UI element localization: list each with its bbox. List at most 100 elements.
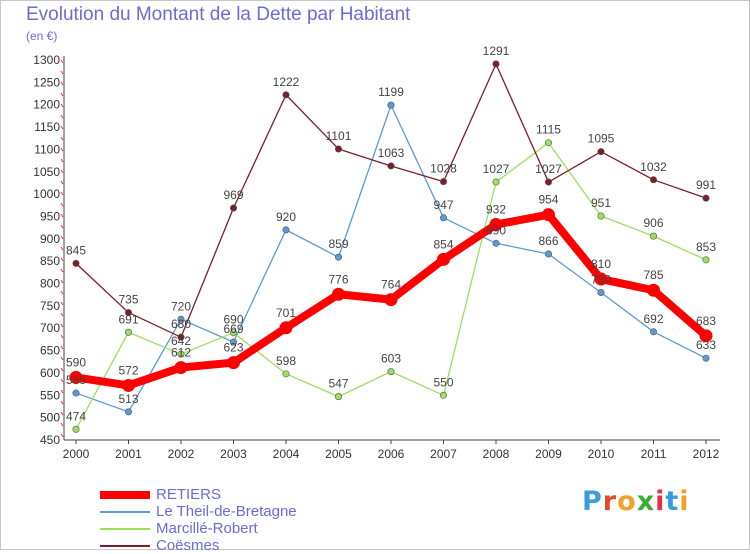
y-axis-tick-mark — [60, 422, 64, 427]
data-point — [177, 333, 185, 341]
y-axis-tick-mark — [60, 114, 64, 119]
y-tick-label: 1250 — [33, 75, 60, 89]
y-axis-tick-mark — [60, 125, 64, 130]
data-point — [597, 148, 605, 156]
data-point — [122, 378, 135, 392]
chart-value-labels: 590 572 612 623 701 776 764 854 932 954 810 785 683 5… — [66, 44, 716, 423]
chart-legend: RETIERS Le Theil-de-Bretagne Marcillé-Robe… — [100, 486, 297, 554]
y-tick-label: 900 — [40, 232, 60, 246]
y-axis-tick-mark — [60, 345, 64, 350]
y-tick-label: 750 — [40, 299, 60, 313]
data-point — [69, 370, 83, 384]
legend-label: Coësmes — [156, 536, 220, 554]
x-tick-label: 2002 — [168, 447, 195, 461]
y-axis-tick-mark — [60, 224, 64, 229]
data-label: 555 — [66, 373, 86, 387]
y-axis-tick-mark — [60, 191, 64, 196]
data-point — [439, 214, 447, 222]
data-label: 780 — [591, 272, 611, 286]
y-axis-tick-mark — [60, 356, 64, 361]
legend-swatch — [100, 490, 150, 499]
data-point — [279, 321, 293, 335]
data-point — [439, 178, 447, 186]
data-point — [72, 389, 80, 397]
y-axis-tick-mark — [60, 400, 64, 405]
data-label: 680 — [171, 317, 191, 331]
data-point — [387, 368, 395, 376]
data-point — [702, 354, 710, 362]
y-tick-label: 450 — [40, 433, 60, 447]
data-point — [282, 370, 290, 378]
x-tick-label: 2011 — [641, 447, 667, 461]
data-label: 810 — [591, 257, 611, 271]
logo-letter: i — [679, 486, 690, 517]
x-tick-label: 2001 — [115, 447, 142, 461]
y-tick-label: 800 — [40, 277, 60, 291]
data-label: 845 — [66, 243, 86, 257]
legend-swatch — [100, 527, 150, 530]
y-tick-label: 1100 — [34, 142, 60, 156]
y-axis-tick-mark — [60, 367, 64, 372]
x-tick-label: 2007 — [430, 447, 457, 461]
logo-letter: o — [617, 486, 637, 517]
data-point — [597, 212, 605, 220]
legend-swatch — [100, 544, 150, 547]
y-tick-label: 1050 — [33, 165, 60, 179]
data-label: 920 — [276, 210, 296, 224]
data-label: 642 — [171, 334, 191, 348]
data-point — [597, 288, 605, 296]
logo-letter: x — [636, 486, 656, 517]
y-axis-tick-mark — [60, 378, 64, 383]
data-label: 633 — [696, 338, 716, 352]
data-label: 1032 — [640, 160, 667, 174]
legend-label: Marcillé-Robert — [156, 519, 258, 537]
data-label: 776 — [328, 272, 348, 286]
y-tick-label: 850 — [40, 254, 60, 268]
data-point — [492, 239, 500, 247]
data-label: 1101 — [326, 129, 352, 143]
y-axis-tick-mark — [60, 158, 64, 163]
data-label: 866 — [538, 234, 558, 248]
data-point — [437, 252, 450, 266]
legend-item: RETIERS — [100, 486, 297, 503]
data-point — [125, 309, 133, 317]
data-point — [282, 226, 290, 234]
data-point — [649, 232, 657, 240]
chart-unit: (en €) — [26, 29, 58, 43]
data-label: 969 — [223, 188, 243, 202]
data-label: 1199 — [378, 85, 404, 99]
data-point — [125, 328, 133, 336]
y-axis-tick-mark — [60, 103, 64, 108]
y-axis-tick-mark — [60, 433, 64, 438]
data-label: 735 — [118, 293, 138, 307]
y-tick-label: 950 — [40, 209, 60, 223]
data-point — [72, 425, 80, 433]
data-point — [489, 218, 503, 232]
data-point — [334, 393, 342, 401]
y-tick-label: 700 — [40, 321, 60, 335]
data-label: 590 — [66, 355, 86, 369]
y-axis-tick-mark — [60, 279, 64, 284]
x-tick-label: 2008 — [483, 447, 510, 461]
logo-letter: P — [582, 486, 603, 517]
data-label: 598 — [276, 354, 296, 368]
x-tick-label: 2009 — [535, 447, 562, 461]
data-point — [177, 350, 185, 358]
data-label: 906 — [643, 216, 663, 230]
legend-item: Coësmes — [100, 537, 297, 554]
data-label: 1095 — [588, 132, 615, 146]
y-tick-label: 650 — [40, 344, 60, 358]
y-axis-tick-mark — [60, 334, 64, 339]
data-point — [542, 208, 555, 222]
x-tick-label: 2005 — [325, 447, 352, 461]
y-axis-tick-mark — [60, 257, 64, 262]
data-point — [177, 315, 185, 323]
data-label: 785 — [643, 268, 663, 282]
data-label: 683 — [696, 314, 716, 328]
data-label: 550 — [433, 375, 453, 389]
data-label: 854 — [433, 237, 453, 251]
y-tick-label: 1000 — [33, 187, 60, 201]
y-axis-tick-mark — [60, 235, 64, 240]
data-label: 1027 — [483, 162, 510, 176]
